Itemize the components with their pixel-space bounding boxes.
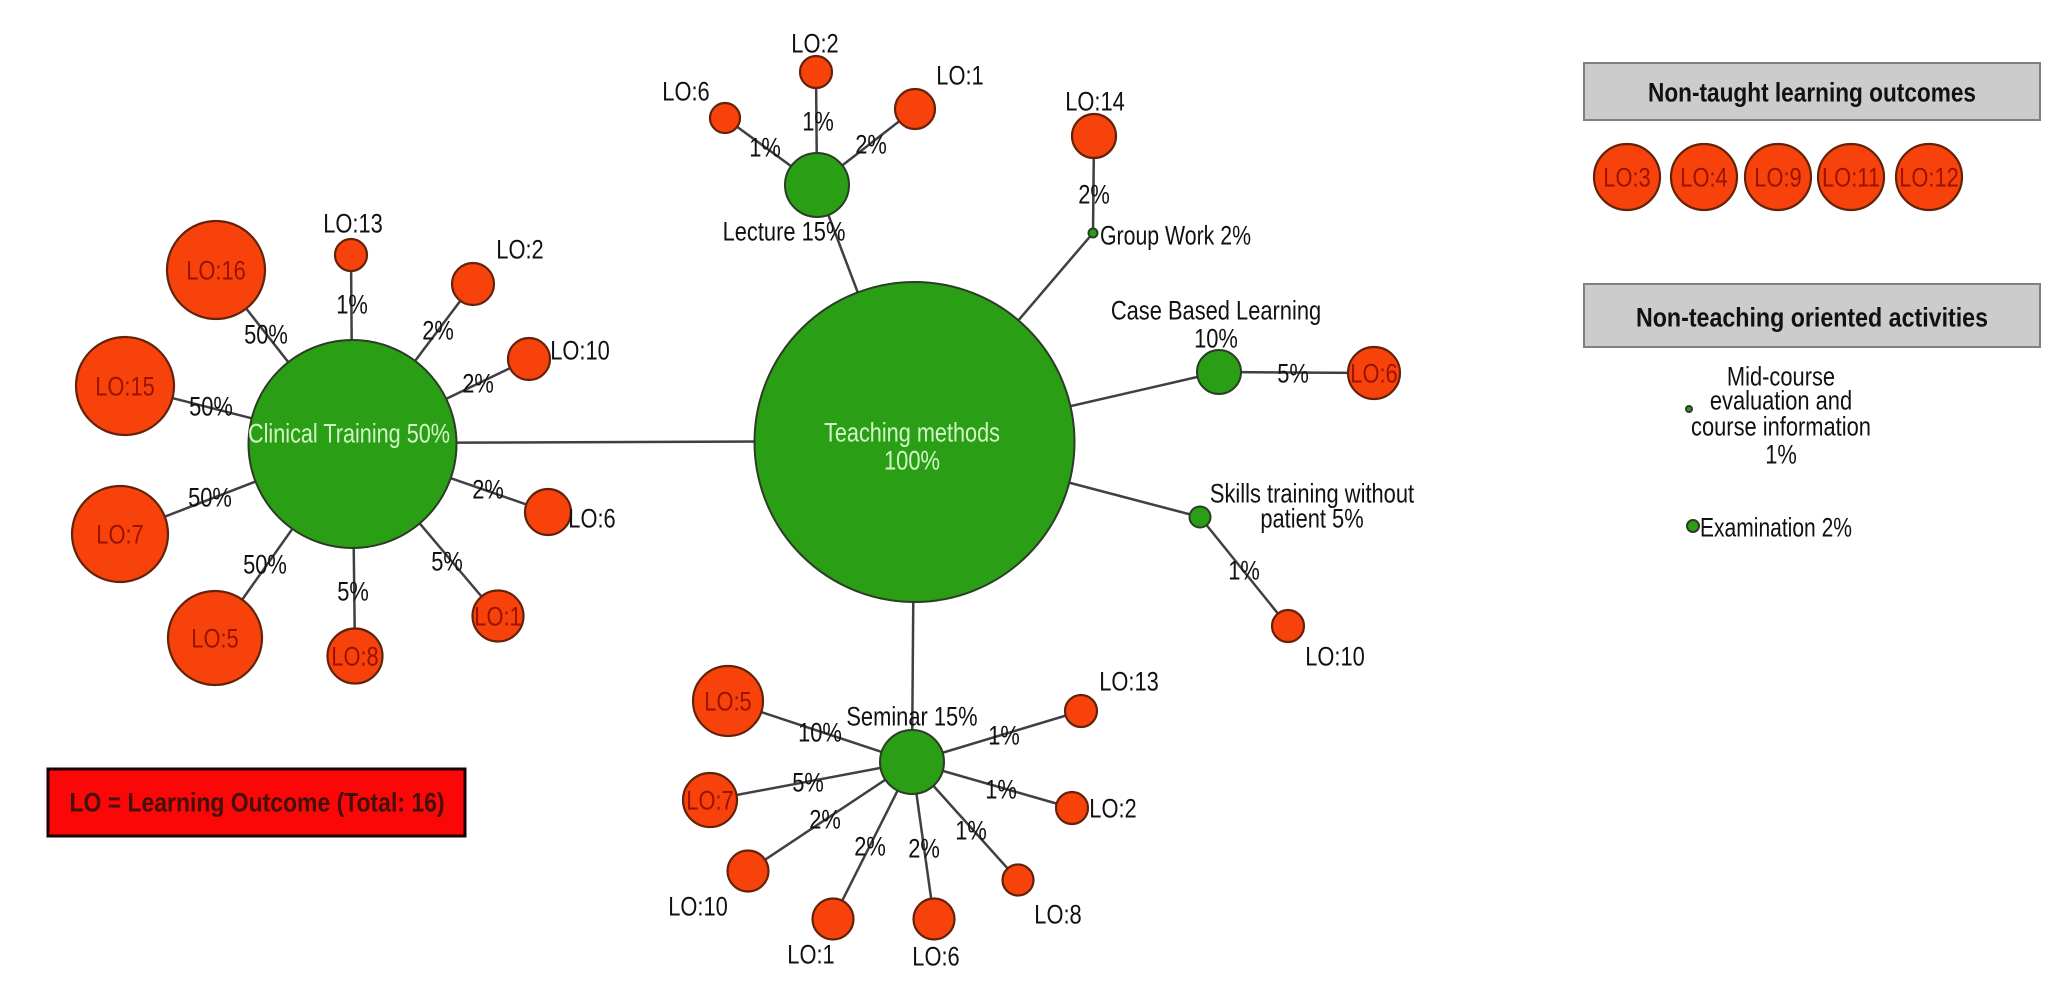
svg-text:LO:12: LO:12 [1899,162,1959,192]
svg-text:50%: 50% [189,391,233,421]
svg-text:1%: 1% [988,720,1020,750]
svg-text:2%: 2% [422,315,454,345]
svg-text:5%: 5% [431,546,463,576]
svg-text:1%: 1% [955,815,987,845]
svg-text:1%: 1% [1228,555,1260,585]
svg-text:1%: 1% [749,132,781,162]
svg-text:2%: 2% [472,474,504,504]
svg-text:1%: 1% [802,106,834,136]
svg-text:LO:9: LO:9 [1754,162,1801,192]
svg-text:evaluation and: evaluation and [1710,385,1852,415]
svg-text:5%: 5% [792,767,824,797]
svg-text:Skills training without: Skills training without [1210,478,1415,508]
svg-text:5%: 5% [1277,358,1309,388]
svg-text:LO:6: LO:6 [1350,358,1397,388]
svg-text:LO:2: LO:2 [496,234,543,264]
svg-text:Case Based Learning: Case Based Learning [1111,295,1321,325]
svg-text:LO:11: LO:11 [1822,162,1880,192]
svg-text:Clinical Training 50%: Clinical Training 50% [248,418,450,448]
svg-text:LO:10: LO:10 [668,891,728,921]
svg-text:1%: 1% [1765,439,1797,469]
svg-text:100%: 100% [884,445,940,475]
svg-text:LO:6: LO:6 [568,503,615,533]
svg-text:LO:1: LO:1 [936,60,983,90]
svg-text:Examination 2%: Examination 2% [1700,512,1852,542]
svg-text:LO:14: LO:14 [1065,86,1125,116]
svg-text:LO:6: LO:6 [912,941,959,971]
svg-text:patient 5%: patient 5% [1260,503,1363,533]
svg-text:LO:13: LO:13 [323,208,383,238]
svg-text:Non-teaching oriented activiti: Non-teaching oriented activities [1636,302,1988,332]
svg-text:LO:10: LO:10 [550,335,610,365]
svg-text:5%: 5% [337,576,369,606]
svg-text:LO:10: LO:10 [1305,641,1365,671]
svg-text:course information: course information [1691,411,1871,441]
svg-text:50%: 50% [243,549,287,579]
svg-text:LO:16: LO:16 [186,255,246,285]
svg-text:LO:7: LO:7 [96,519,143,549]
svg-text:10%: 10% [798,717,842,747]
svg-text:LO:8: LO:8 [331,641,378,671]
svg-text:2%: 2% [908,833,940,863]
svg-text:LO:7: LO:7 [686,785,733,815]
svg-text:LO = Learning Outcome (Total:: LO = Learning Outcome (Total: 16) [70,787,445,817]
svg-text:10%: 10% [1194,323,1238,353]
svg-text:LO:8: LO:8 [1034,899,1081,929]
svg-text:LO:1: LO:1 [787,939,834,969]
svg-text:2%: 2% [462,368,494,398]
svg-text:LO:5: LO:5 [704,686,751,716]
svg-text:LO:13: LO:13 [1099,666,1159,696]
svg-text:50%: 50% [244,319,288,349]
svg-text:LO:5: LO:5 [191,623,238,653]
svg-text:1%: 1% [985,774,1017,804]
svg-text:LO:15: LO:15 [95,371,155,401]
svg-text:2%: 2% [854,831,886,861]
svg-text:Lecture 15%: Lecture 15% [723,216,846,246]
svg-text:Teaching methods: Teaching methods [824,417,1000,447]
svg-text:Non-taught learning outcomes: Non-taught learning outcomes [1648,77,1976,107]
svg-text:50%: 50% [188,482,232,512]
svg-text:1%: 1% [336,289,368,319]
svg-text:2%: 2% [809,804,841,834]
svg-text:Group Work 2%: Group Work 2% [1100,220,1251,250]
svg-text:LO:2: LO:2 [1089,793,1136,823]
svg-text:Mid-course: Mid-course [1727,361,1835,391]
svg-text:LO:2: LO:2 [791,28,838,58]
svg-text:LO:1: LO:1 [474,601,521,631]
svg-text:LO:4: LO:4 [1680,162,1727,192]
svg-text:2%: 2% [855,129,887,159]
svg-text:2%: 2% [1078,179,1110,209]
svg-text:LO:3: LO:3 [1603,162,1650,192]
svg-text:Seminar 15%: Seminar 15% [846,701,977,731]
svg-text:LO:6: LO:6 [662,76,709,106]
